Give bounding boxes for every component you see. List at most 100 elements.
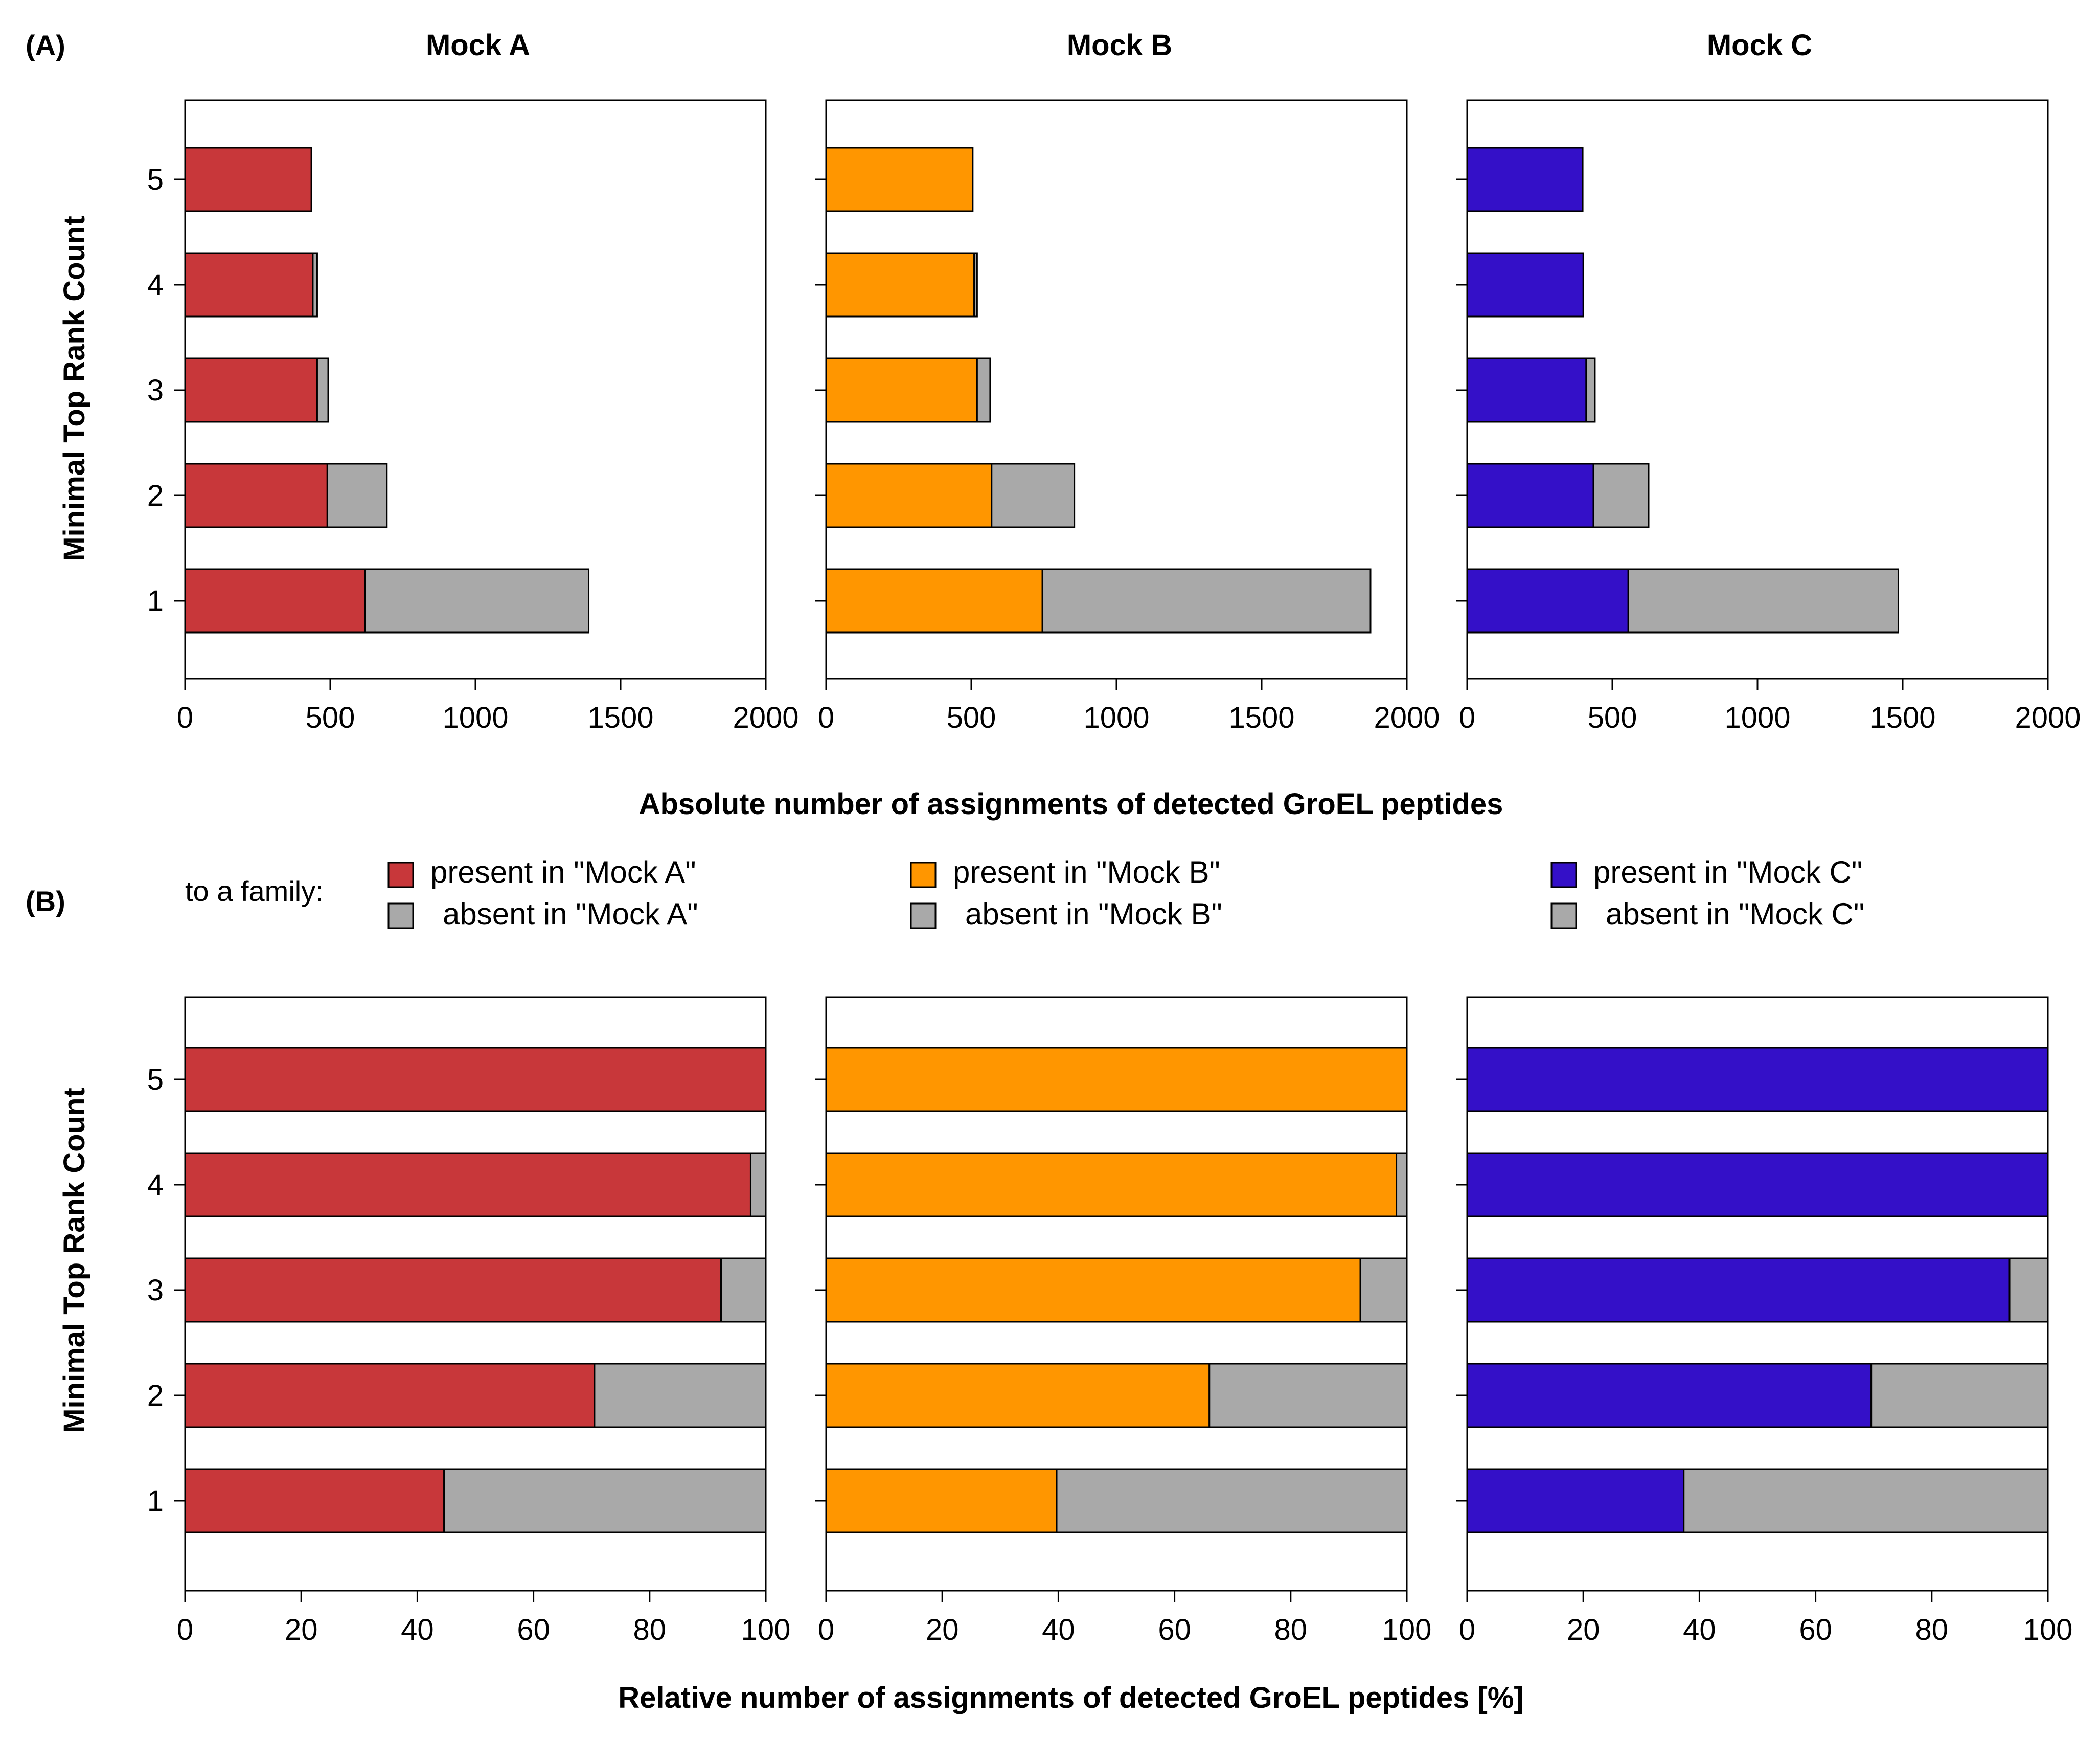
bar-absent-2	[326, 463, 388, 528]
plot-frame	[184, 996, 767, 1592]
x-tick-label: 0	[1459, 1613, 1475, 1646]
y-axis-label-bottom: Minimal Top Rank Count	[58, 1088, 91, 1433]
plot-frame	[1466, 996, 2049, 1592]
legend-label-present-mock-b: present in "Mock B"	[953, 855, 1220, 889]
bar-absent-3	[720, 1257, 767, 1323]
x-tick-label: 80	[1274, 1613, 1308, 1646]
y-tick-label: 5	[147, 1063, 164, 1096]
y-tick-label: 2	[147, 1379, 164, 1412]
x-tick-label: 40	[1042, 1613, 1075, 1646]
x-tick-label: 2000	[733, 701, 798, 734]
bar-absent-2	[594, 1363, 767, 1428]
legend-prefix: to a family:	[185, 875, 324, 907]
x-tick-label: 1500	[1869, 701, 1935, 734]
bar-absent-4	[1396, 1152, 1408, 1217]
x-tick-label: 1500	[1228, 701, 1294, 734]
x-tick-label: 100	[741, 1613, 791, 1646]
y-axis-label-top: Minimal Top Rank Count	[58, 216, 91, 561]
y-tick-label: 4	[147, 1168, 164, 1202]
bar-absent-2	[1870, 1363, 2049, 1428]
bar-present-1	[184, 568, 366, 634]
subplot-6: 0 20 40 60 80 100	[1456, 996, 2072, 1646]
x-tick-label: 1500	[587, 701, 653, 734]
y-tick-label: 2	[147, 479, 164, 512]
legend-label-present-mock-c: present in "Mock C"	[1593, 855, 1862, 889]
bar-present-4	[825, 252, 975, 318]
y-tick-label: 1	[147, 1484, 164, 1518]
legend-label-absent-mock-c: absent in "Mock C"	[1606, 897, 1864, 931]
y-tick-label: 1	[147, 584, 164, 618]
x-tick-label: 80	[633, 1613, 667, 1646]
x-tick-label: 60	[1799, 1613, 1832, 1646]
x-tick-label: 80	[1915, 1613, 1949, 1646]
x-tick-label: 1000	[1083, 701, 1149, 734]
legend-swatch-absent-mock-b	[910, 902, 937, 929]
y-tick-label: 5	[147, 163, 164, 196]
bar-present-1	[1466, 1468, 1685, 1533]
bar-present-3	[1466, 357, 1587, 423]
bar-present-1	[825, 568, 1043, 634]
x-tick-label: 20	[1567, 1613, 1600, 1646]
bar-absent-4	[312, 252, 318, 318]
legend-label-absent-mock-b: absent in "Mock B"	[965, 897, 1222, 931]
bar-present-3	[184, 1257, 722, 1323]
bar-present-5	[1466, 147, 1584, 212]
x-tick-label: 60	[517, 1613, 550, 1646]
bar-absent-1	[1041, 568, 1372, 634]
bar-present-4	[184, 252, 314, 318]
bar-absent-1	[364, 568, 590, 634]
bar-absent-1	[443, 1468, 767, 1533]
x-tick-label: 2000	[2015, 701, 2081, 734]
x-tick-label: 500	[306, 701, 355, 734]
title-mock-a: Mock A	[426, 29, 530, 62]
bar-absent-3	[1585, 357, 1596, 423]
bar-present-2	[1466, 463, 1594, 528]
bar-absent-3	[2008, 1257, 2049, 1323]
bar-present-5	[1466, 1047, 2049, 1112]
x-axis-label-top: Absolute number of assignments of detect…	[639, 787, 1503, 821]
y-tick-label: 3	[147, 374, 164, 407]
y-tick-label: 3	[147, 1274, 164, 1307]
x-tick-label: 40	[1683, 1613, 1716, 1646]
legend-swatch-absent-mock-a	[387, 902, 414, 929]
subplot-4: 1 2 3 4 5 0 20 40 60 80 100	[147, 996, 791, 1646]
bar-absent-3	[316, 357, 329, 423]
bar-present-5	[184, 1047, 767, 1112]
x-tick-label: 0	[818, 701, 834, 734]
y-tick-label: 4	[147, 268, 164, 302]
bar-absent-2	[991, 463, 1076, 528]
subplot-2: 0 500 1000 1500 2000	[815, 99, 1440, 734]
bar-present-5	[184, 147, 312, 212]
x-tick-label: 100	[1382, 1613, 1432, 1646]
x-tick-label: 2000	[1374, 701, 1440, 734]
x-tick-label: 0	[177, 701, 193, 734]
bar-present-4	[1466, 252, 1584, 318]
bar-absent-1	[1056, 1468, 1408, 1533]
plot-frame	[825, 996, 1408, 1592]
bar-present-3	[184, 357, 318, 423]
bar-present-5	[825, 1047, 1408, 1112]
x-tick-label: 60	[1158, 1613, 1191, 1646]
x-tick-label: 0	[177, 1613, 193, 1646]
bar-present-3	[825, 1257, 1361, 1323]
legend: to a family: present in "Mock A" absent …	[185, 855, 1864, 931]
title-mock-b: Mock B	[1067, 29, 1172, 62]
bar-present-4	[184, 1152, 751, 1217]
bar-present-1	[184, 1468, 445, 1533]
bar-present-4	[825, 1152, 1398, 1217]
x-tick-label: 0	[818, 1613, 834, 1646]
panel-label-b: (B)	[26, 885, 65, 917]
x-tick-label: 20	[926, 1613, 959, 1646]
bar-absent-1	[1683, 1468, 2049, 1533]
bar-present-2	[184, 1363, 596, 1428]
subplot-5: 0 20 40 60 80 100	[815, 996, 1432, 1646]
bar-present-2	[825, 463, 993, 528]
legend-label-absent-mock-a: absent in "Mock A"	[443, 897, 698, 931]
bar-present-3	[1466, 1257, 2011, 1323]
x-tick-label: 500	[947, 701, 996, 734]
bar-absent-2	[1208, 1363, 1408, 1428]
x-axis-label-bottom: Relative number of assignments of detect…	[618, 1681, 1524, 1714]
x-tick-label: 40	[401, 1613, 434, 1646]
